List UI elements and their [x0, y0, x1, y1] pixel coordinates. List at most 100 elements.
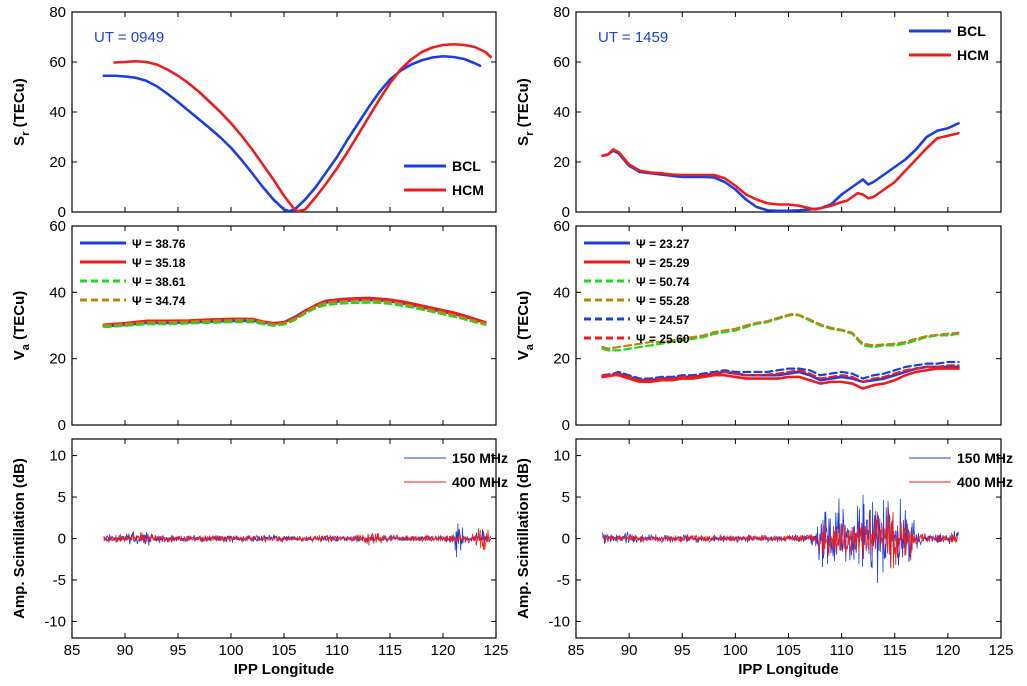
series-line-3-1	[601, 367, 960, 390]
y-tick-label: 5	[58, 489, 66, 506]
x-tick-label: 110	[830, 642, 854, 659]
y-axis-label-unit: (TECu)	[515, 291, 532, 344]
y-tick-label: 60	[553, 54, 570, 71]
y-axis-label: Va (TECu)	[11, 291, 32, 360]
y-tick-label: 0	[562, 204, 570, 221]
y-tick-label: 10	[49, 448, 66, 465]
y-axis-label: Sr (TECu)	[515, 78, 536, 146]
x-tick-label: 95	[170, 642, 187, 659]
panel-left-top-sr-ut0949: 0 20 40 60 80 Sr (TECu) UT = 0949 BCL HCM	[11, 4, 497, 221]
legend-label: Ψ = 34.74	[132, 294, 186, 308]
legend-label: Ψ = 55.28	[636, 294, 690, 308]
legend-label: BCL	[957, 23, 986, 39]
y-tick-label: 0	[58, 204, 66, 221]
y-tick-label: 0	[58, 531, 66, 548]
legend-label: 400 MHz	[452, 474, 508, 490]
legend-label: Ψ = 24.57	[636, 313, 690, 327]
y-tick-label: 5	[562, 489, 570, 506]
y-tick-label: 0	[562, 531, 570, 548]
y-axis-label-unit: (TECu)	[11, 78, 28, 131]
y-tick-label: -10	[44, 613, 66, 630]
y-tick-label: -5	[557, 572, 570, 589]
y-tick-label: 20	[553, 154, 570, 171]
legend-label: Ψ = 25.60	[636, 332, 690, 346]
series-area	[102, 42, 492, 212]
panel-right-top-sr-ut1459: 0 20 40 60 80 Sr (TECu) UT = 1459 BCL HCM	[515, 4, 1002, 221]
series-line-3-5	[601, 364, 960, 383]
y-axis-label-subscript: a	[524, 343, 536, 350]
x-tick-label: 85	[568, 642, 585, 659]
y-tick-label: 20	[49, 154, 66, 171]
x-tick-label: 85	[64, 642, 81, 659]
x-tick-label: 95	[674, 642, 691, 659]
series-line-2-2	[102, 301, 487, 329]
series-line-400-mhz	[103, 528, 492, 551]
y-axis-label: Amp. Scintillation (dB)	[11, 458, 28, 619]
y-tick-label: -5	[53, 572, 66, 589]
series-area	[601, 121, 960, 212]
y-tick-label: 40	[553, 284, 570, 301]
panel-right-mid-va: 0 20 40 60 Va (TECu) Ψ = 23.27 Ψ = 25.29 Ψ = 50…	[515, 218, 1002, 434]
y-tick-label: 10	[553, 448, 570, 465]
y-tick-label: 40	[49, 104, 66, 121]
legend: 150 MHz 400 MHz	[404, 450, 508, 490]
x-tick-label: 125	[988, 642, 1013, 659]
x-tick-label: 110	[325, 642, 349, 659]
legend: BCL HCM	[404, 158, 484, 198]
y-axis-label-main: S	[515, 136, 532, 146]
y-tick-label: 40	[49, 284, 66, 301]
y-axis-label-unit: (TECu)	[515, 78, 532, 131]
y-tick-label: 20	[553, 351, 570, 368]
x-tick-label: 105	[271, 642, 296, 659]
plot-frame	[71, 11, 497, 213]
x-tick-label: 100	[218, 642, 243, 659]
series-area	[602, 494, 959, 584]
panel-left-bottom-scintillation: -10 -5 0 5 10 85 90 95 100 105 110 115 120 125 IPP Lon…	[11, 438, 509, 678]
x-tick-label: 105	[776, 642, 801, 659]
x-tick-label: 115	[378, 642, 402, 659]
legend-label: Ψ = 25.29	[636, 256, 690, 270]
y-tick-label: -10	[548, 613, 570, 630]
y-tick-label: 20	[49, 351, 66, 368]
series-area	[601, 312, 960, 390]
y-axis-label-main: V	[11, 350, 28, 360]
legend: 150 MHz 400 MHz	[909, 450, 1013, 490]
legend: Ψ = 38.76 Ψ = 35.18 Ψ = 38.61 Ψ = 34.74	[80, 237, 186, 308]
series-line-3-3	[601, 312, 960, 350]
series-line-0-1	[113, 42, 492, 212]
y-axis-label-unit: (TECu)	[11, 291, 28, 344]
legend-label: HCM	[957, 47, 989, 63]
y-tick-label: 60	[49, 54, 66, 71]
y-tick-label: 80	[553, 4, 570, 21]
series-line-3-4	[601, 360, 960, 380]
y-axis-label: Va (TECu)	[515, 291, 536, 360]
x-tick-label: 100	[723, 642, 748, 659]
y-axis-label-subscript: a	[20, 343, 32, 350]
legend-label: BCL	[452, 158, 481, 174]
y-axis-label-main: Amp. Scintillation (dB)	[515, 458, 532, 619]
series-line-3-2	[601, 313, 960, 352]
y-axis-label-main: S	[11, 136, 28, 146]
panel-right-bottom-scintillation: -10 -5 0 5 10 85 90 95 100 105 110 115 120 125 IPP Lon…	[515, 438, 1014, 678]
plot-frame	[575, 11, 1002, 213]
y-axis-label-subscript: r	[524, 131, 536, 136]
y-tick-label: 0	[562, 417, 570, 434]
legend: BCL HCM	[909, 23, 989, 63]
x-tick-label: 90	[117, 642, 134, 659]
legend-label: 150 MHz	[957, 450, 1013, 466]
y-tick-label: 0	[58, 417, 66, 434]
legend-label: Ψ = 35.18	[132, 256, 186, 270]
y-axis-label-subscript: r	[20, 131, 32, 136]
series-line-2-1	[102, 296, 487, 327]
x-tick-label: 90	[621, 642, 638, 659]
series-line-1-1	[601, 131, 960, 211]
series-line-0-0	[102, 54, 482, 212]
y-axis-label: Sr (TECu)	[11, 78, 32, 146]
x-tick-label: 120	[935, 642, 960, 659]
legend: Ψ = 23.27 Ψ = 25.29 Ψ = 50.74 Ψ = 55.28 Ψ = …	[584, 237, 690, 346]
legend-label: Ψ = 38.76	[132, 237, 186, 251]
legend-label: 150 MHz	[452, 450, 508, 466]
legend-label: Ψ = 23.27	[636, 237, 690, 251]
